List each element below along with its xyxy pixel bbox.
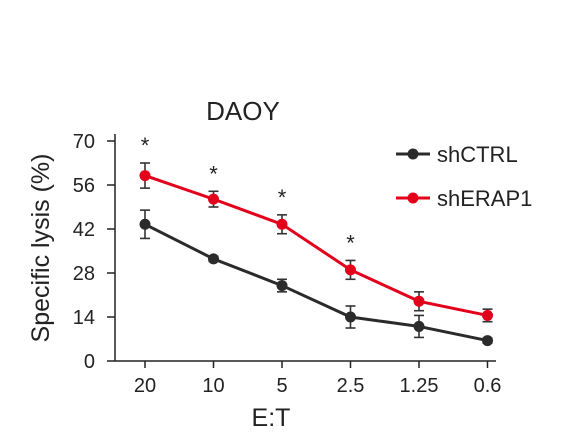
data-point-shERAP1	[482, 309, 493, 321]
legend-item-shERAP1: shERAP1	[396, 186, 532, 211]
legend-marker	[407, 148, 419, 160]
data-point-shCTRL	[482, 335, 493, 347]
significance-star: *	[346, 230, 355, 255]
series-line-shCTRL	[144, 222, 488, 343]
x-tick-label: 1.25	[400, 375, 439, 397]
significance-star: *	[278, 185, 287, 210]
series-layer	[139, 162, 493, 347]
data-point-shERAP1	[139, 170, 151, 182]
legend: shCTRL shERAP1	[396, 142, 532, 211]
series-shCTRL	[139, 209, 493, 347]
data-point-shCTRL	[139, 218, 151, 230]
y-tick-label: 14	[73, 307, 95, 329]
data-point-shERAP1	[208, 193, 219, 205]
data-point-shERAP1	[413, 295, 425, 307]
legend-label: shERAP1	[437, 186, 532, 211]
x-tick-label: 5	[276, 375, 287, 397]
x-axis-label: E:T	[252, 404, 291, 432]
x-tick-label: 10	[202, 375, 224, 397]
legend-marker	[407, 192, 419, 204]
x-tick-label: 0.6	[474, 375, 502, 397]
y-tick-label: 42	[73, 219, 95, 241]
series-line-shERAP1	[144, 174, 488, 317]
data-point-shERAP1	[276, 218, 288, 230]
y-tick-label: 70	[73, 131, 95, 153]
significance-star: *	[141, 133, 150, 158]
data-point-shERAP1	[345, 264, 356, 276]
x-tick-label: 2.5	[337, 375, 365, 397]
data-point-shCTRL	[208, 253, 219, 265]
data-point-shCTRL	[276, 280, 288, 292]
significance-star: *	[209, 161, 218, 186]
x-ticks: 20 10 5 2.5 1.25 0.6	[134, 361, 502, 397]
legend-label: shCTRL	[437, 142, 518, 167]
chart-title: DAOY	[206, 96, 280, 126]
x-tick-label: 20	[134, 375, 156, 397]
data-point-shCTRL	[413, 320, 425, 332]
y-axis-label: Specific lysis (%)	[27, 154, 55, 343]
y-tick-label: 28	[73, 263, 95, 285]
annotation-layer: * * * *	[141, 133, 356, 255]
y-tick-label: 0	[84, 351, 95, 373]
y-ticks: 0 14 28 42 56 70	[73, 131, 115, 373]
series-shERAP1	[139, 162, 493, 323]
y-tick-label: 56	[73, 175, 95, 197]
legend-item-shCTRL: shCTRL	[396, 142, 518, 167]
data-point-shCTRL	[345, 311, 356, 323]
